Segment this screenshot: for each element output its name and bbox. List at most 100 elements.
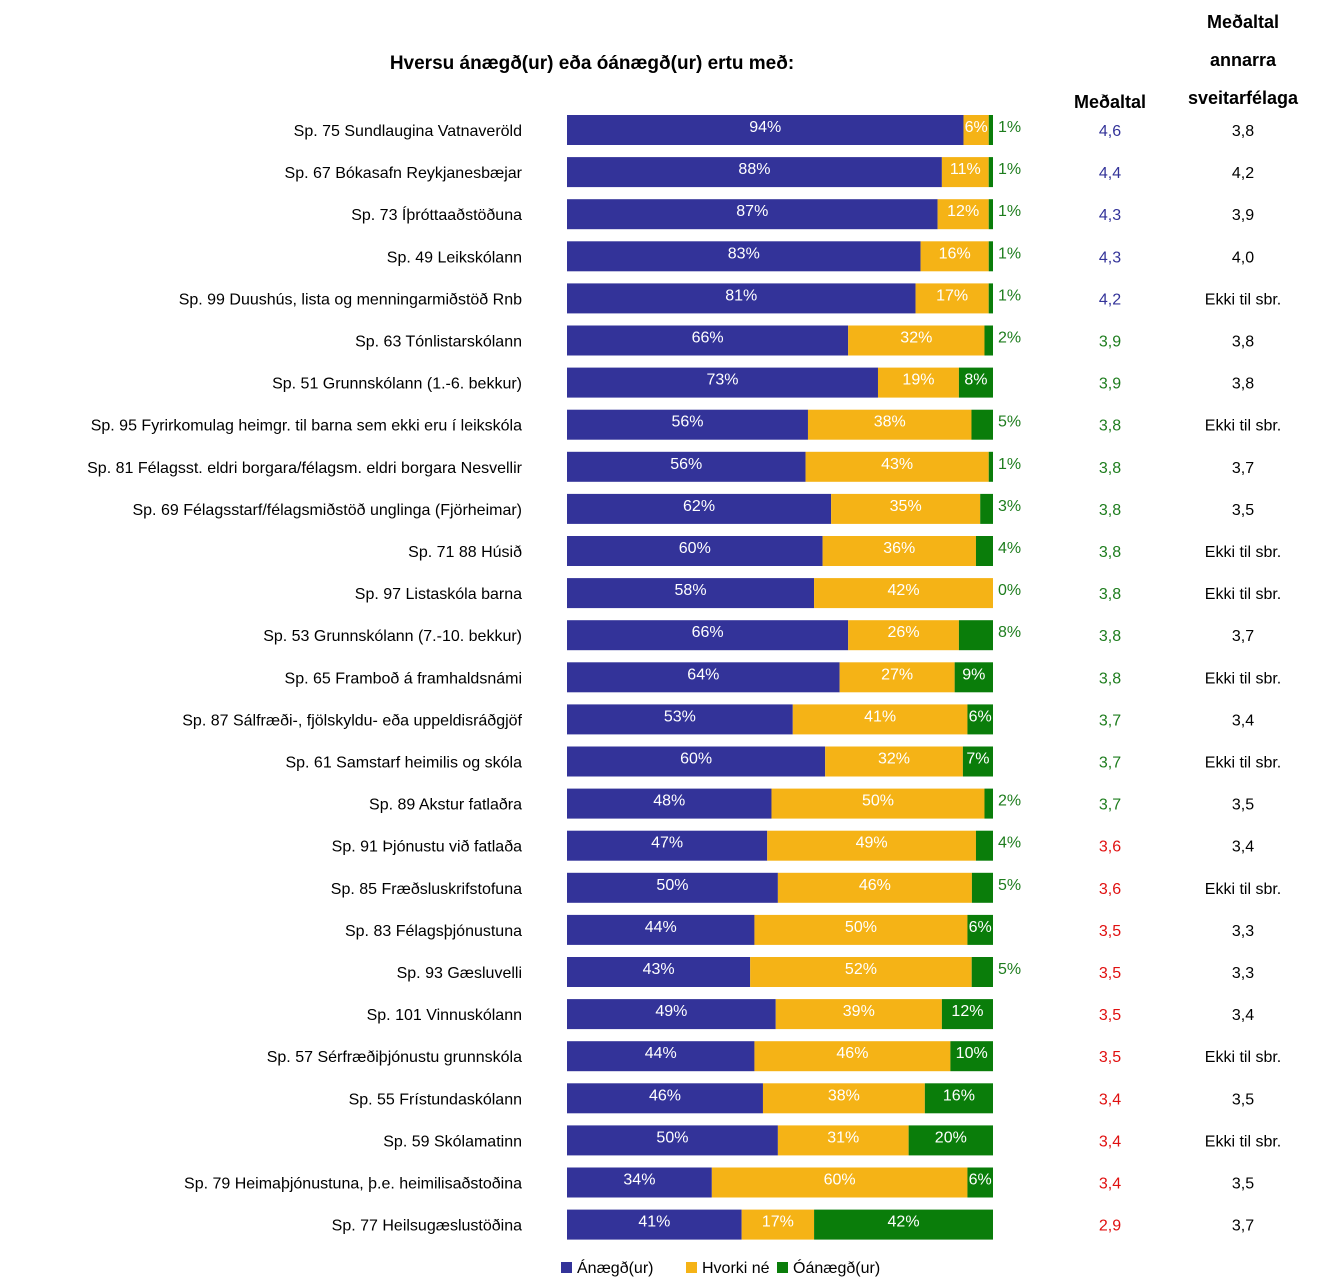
bar-segment-neither (963, 115, 989, 145)
bar-segment-dissatisfied (958, 367, 993, 398)
category-label: Sp. 95 Fyrirkomulag heimgr. til barna se… (91, 418, 522, 435)
data-label-neither: 38% (828, 1087, 860, 1104)
data-label-dissatisfied: 16% (943, 1087, 975, 1104)
mean-value: 3,7 (1099, 712, 1121, 729)
mean-value: 3,7 (1099, 797, 1121, 814)
bar-segment-dissatisfied (971, 872, 993, 903)
data-label-satisfied: 81% (725, 287, 757, 304)
other-mean-value: Ekki til sbr. (1205, 881, 1281, 898)
mean-value: 4,3 (1099, 207, 1121, 224)
bar-segment-dissatisfied (950, 1041, 993, 1072)
data-label-satisfied: 62% (683, 498, 715, 515)
other-mean-value: Ekki til sbr. (1205, 544, 1281, 561)
bar-segment-neither (754, 1041, 951, 1072)
data-label-satisfied: 66% (692, 330, 724, 347)
data-label-satisfied: 49% (655, 1003, 687, 1020)
data-label-neither: 50% (845, 919, 877, 936)
data-label-dissatisfied: 1% (998, 287, 1021, 304)
bar-segment-dissatisfied (971, 957, 993, 987)
mean-value: 3,5 (1099, 1049, 1121, 1066)
mean-value: 3,8 (1099, 418, 1121, 435)
data-label-dissatisfied: 3% (998, 498, 1021, 515)
bar-segment-dissatisfied (924, 1083, 993, 1114)
bar-segment-satisfied (567, 1125, 778, 1156)
bar-segment-satisfied (567, 325, 849, 356)
bar-segment-satisfied (567, 1167, 712, 1198)
data-label-satisfied: 44% (645, 1045, 677, 1062)
other-mean-value: 3,7 (1232, 1218, 1254, 1235)
chart-rows: Sp. 75 Sundlaugina Vatnaveröld 94% 6% 1% 4,6… (87, 115, 1281, 1240)
bar-segment-neither (750, 957, 972, 987)
bar-segment-neither (814, 578, 993, 609)
bar-segment-satisfied (567, 704, 793, 735)
bar-segment-neither (771, 788, 985, 819)
legend-label-satisfied: Ánægð(ur) (577, 1258, 653, 1277)
data-label-dissatisfied: 2% (998, 793, 1021, 810)
data-label-neither: 11% (950, 161, 981, 178)
bar-segment-satisfied (567, 115, 964, 145)
bar-segment-satisfied (567, 1041, 755, 1072)
category-label: Sp. 67 Bókasafn Reykjanesbæjar (285, 165, 523, 182)
data-label-neither: 16% (939, 245, 971, 262)
category-label: Sp. 71 88 Húsið (408, 544, 522, 561)
bar-segment-dissatisfied (988, 157, 993, 188)
legend-swatch-dissatisfied (777, 1262, 788, 1273)
data-label-dissatisfied: 9% (962, 666, 985, 683)
data-label-neither: 35% (890, 498, 922, 515)
bar-segment-neither (941, 157, 989, 188)
bar-segment-neither (822, 536, 976, 566)
bar-segment-dissatisfied (988, 241, 993, 272)
other-mean-value: 3,4 (1232, 712, 1254, 729)
mean-value: 3,8 (1099, 628, 1121, 645)
data-label-neither: 17% (762, 1214, 794, 1231)
data-label-dissatisfied: 0% (998, 582, 1021, 599)
category-label: Sp. 87 Sálfræði-, fjölskyldu- eða uppeld… (182, 712, 522, 729)
data-label-neither: 60% (824, 1172, 856, 1189)
data-label-neither: 46% (859, 877, 891, 894)
mean-value: 3,7 (1099, 755, 1121, 772)
data-label-neither: 50% (862, 793, 894, 810)
mean-value: 3,5 (1099, 923, 1121, 940)
bar-segment-satisfied (567, 409, 808, 440)
legend-label-dissatisfied: Óánægð(ur) (793, 1258, 880, 1277)
other-mean-value: 4,2 (1232, 165, 1254, 182)
category-label: Sp. 79 Heimaþjónustuna, þ.e. heimilisaðs… (184, 1176, 522, 1193)
other-mean-value: 3,8 (1232, 123, 1254, 140)
data-label-neither: 27% (881, 666, 913, 683)
data-label-dissatisfied: 1% (998, 245, 1021, 262)
legend: Ánægð(ur) Hvorki né Óánægð(ur) (561, 1258, 880, 1277)
chart-title: Hversu ánægð(ur) eða óánægð(ur) ertu með… (390, 53, 794, 74)
category-label: Sp. 55 Frístundaskólann (349, 1091, 522, 1108)
data-label-satisfied: 88% (738, 161, 770, 178)
bar-segment-neither (937, 199, 989, 230)
data-label-dissatisfied: 4% (998, 835, 1021, 852)
other-mean-value: Ekki til sbr. (1205, 418, 1281, 435)
category-label: Sp. 69 Félagsstarf/félagsmiðstöð ungling… (132, 502, 522, 519)
bar-segment-satisfied (567, 662, 840, 693)
category-label: Sp. 61 Samstarf heimilis og skóla (285, 755, 522, 772)
data-label-satisfied: 60% (679, 540, 711, 557)
other-mean-value: Ekki til sbr. (1205, 670, 1281, 687)
legend-swatch-satisfied (561, 1262, 572, 1273)
data-label-dissatisfied: 8% (998, 624, 1021, 641)
data-label-satisfied: 50% (656, 1129, 688, 1146)
bar-segment-neither (831, 493, 981, 524)
bar-segment-neither (741, 1209, 815, 1240)
data-label-neither: 32% (900, 330, 932, 347)
data-label-neither: 17% (936, 287, 968, 304)
category-label: Sp. 101 Vinnuskólann (367, 1007, 522, 1024)
bar-segment-satisfied (567, 451, 806, 482)
bar-segment-neither (762, 1083, 925, 1114)
bar-segment-dissatisfied (988, 115, 993, 145)
data-label-satisfied: 83% (728, 245, 760, 262)
bar-segment-dissatisfied (958, 620, 993, 651)
other-mean-value: 3,7 (1232, 460, 1254, 477)
data-label-neither: 43% (881, 456, 913, 473)
bar-segment-dissatisfied (814, 1209, 993, 1240)
bar-segment-dissatisfied (975, 536, 993, 566)
bar-segment-dissatisfied (941, 999, 993, 1030)
bar-segment-neither (915, 283, 989, 314)
mean-value: 4,2 (1099, 291, 1121, 308)
data-label-neither: 26% (888, 624, 920, 641)
